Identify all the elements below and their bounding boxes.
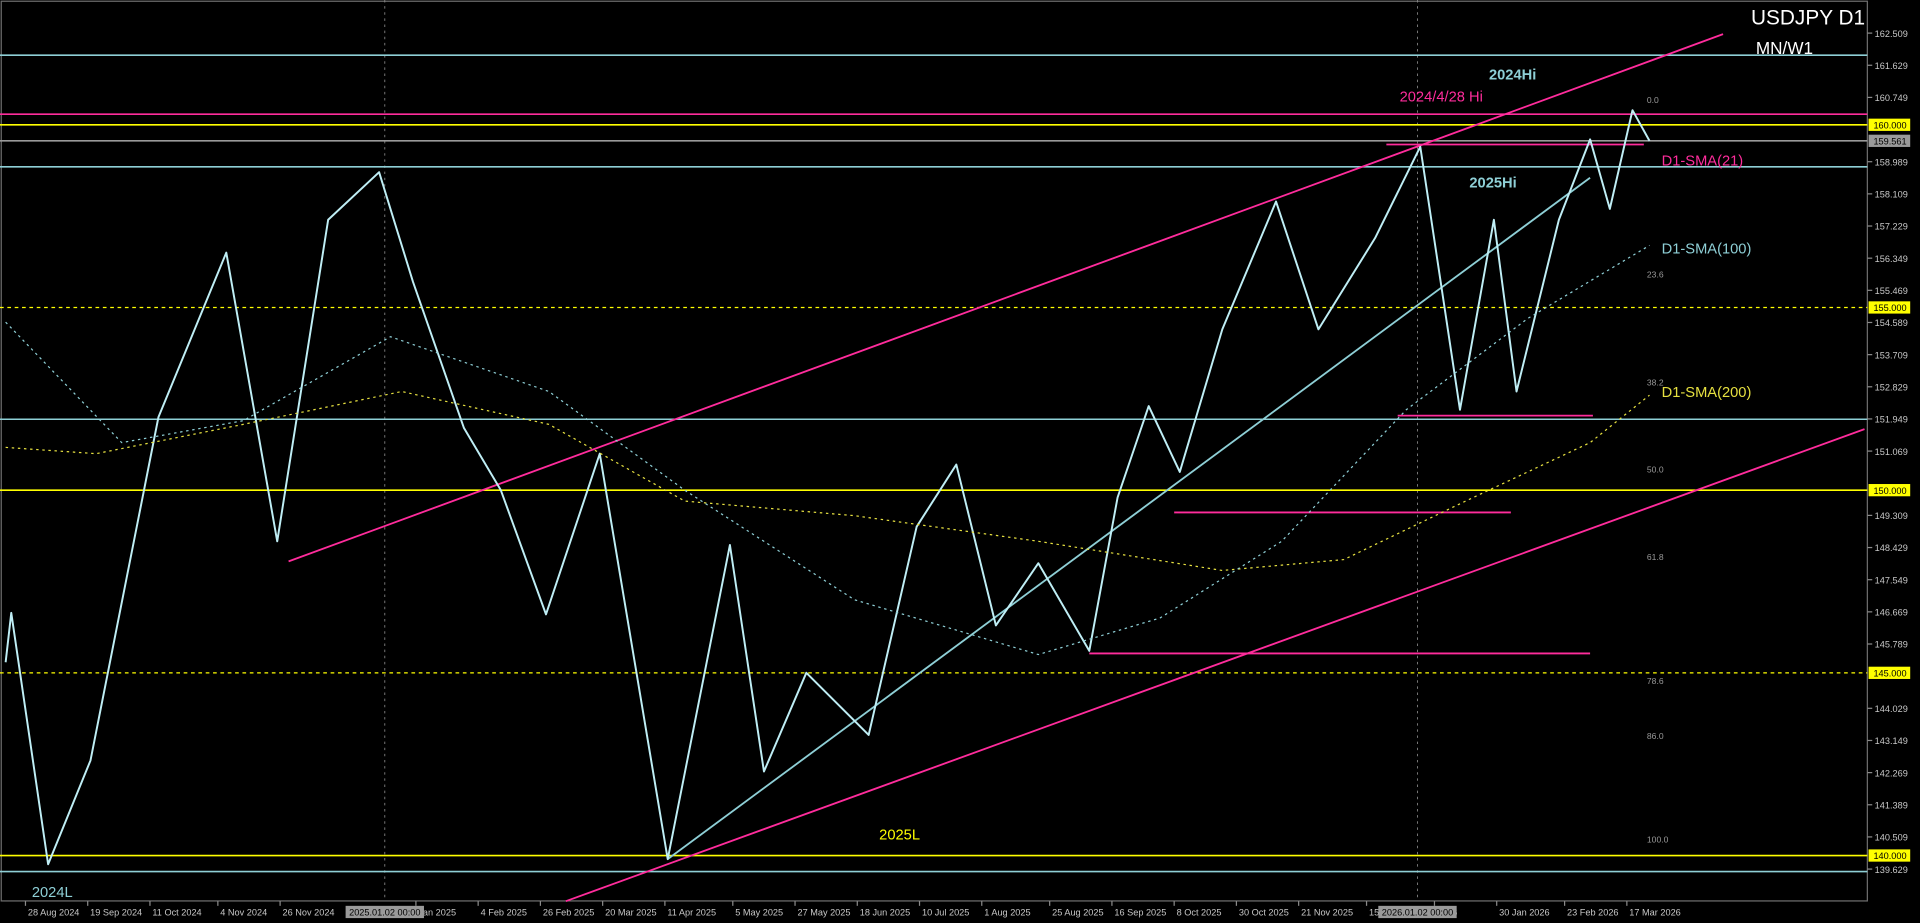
fib-label: 50.0 [1647,465,1664,475]
y-tick-label: 152.829 [1875,382,1908,392]
x-tick-label: 21 Nov 2025 [1301,908,1353,918]
x-tick-label: 4 Nov 2024 [220,908,267,918]
marker-box [345,905,424,919]
y-tick-label: 151.949 [1875,415,1908,425]
annotation: 2025L [879,828,920,844]
y-tick-label: 151.069 [1875,447,1908,457]
fib-label: 86.0 [1647,731,1664,741]
marker-label: 2025.01.02 00:00 [349,908,420,918]
fib-label: 61.8 [1647,552,1664,562]
x-tick-label: 16 Sep 2025 [1114,908,1166,918]
level-label-box [1868,484,1911,497]
annotation: 2024Hi [1489,68,1536,84]
fib-label: 0.0 [1647,95,1659,105]
level-label-box [1868,134,1911,147]
annotation: 2025Hi [1469,176,1516,192]
y-tick-label: 139.629 [1875,865,1908,875]
y-tick-label: 153.709 [1875,350,1908,360]
annotation: 2024/4/28 Hi [1400,90,1483,106]
sma-line [5,390,1650,572]
x-tick-label: 30 Oct 2025 [1239,908,1289,918]
level-label: 150.000 [1873,486,1906,496]
y-tick-label: 158.109 [1875,190,1908,200]
y-tick-label: 160.749 [1875,93,1908,103]
x-tick-label: 5 May 2025 [735,908,783,918]
x-tick-label: Jan 2025 [418,908,456,918]
x-tick-label: 27 May 2025 [797,908,850,918]
sma-line [5,244,1650,656]
x-tick-label: 1 Aug 2025 [984,908,1030,918]
trendline [565,428,1865,903]
y-tick-label: 147.549 [1875,575,1908,585]
y-tick-label: 157.229 [1875,222,1908,232]
y-tick-label: 156.349 [1875,254,1908,264]
x-tick-label: 23 Feb 2026 [1567,908,1618,918]
y-tick-label: 143.149 [1875,736,1908,746]
y-tick-label: 158.989 [1875,157,1908,167]
x-tick-label: 4 Feb 2025 [481,908,527,918]
fib-label: 78.6 [1647,676,1664,686]
level-label: 160.000 [1873,120,1906,130]
fib-label: 38.2 [1647,377,1664,387]
y-tick-label: 162.509 [1875,29,1908,39]
x-tick-label: 28 Aug 2024 [28,908,79,918]
y-tick-label: 148.429 [1875,543,1908,553]
y-tick-label: 142.269 [1875,768,1908,778]
annotation: D1-SMA(200) [1662,385,1752,401]
fib-label: 23.6 [1647,269,1664,279]
x-tick-label: 20 Mar 2025 [605,908,656,918]
x-tick-label: 10 Jul 2025 [922,908,969,918]
level-label-box [1868,666,1911,679]
x-tick-label: 17 Mar 2026 [1629,908,1680,918]
x-tick-label: 8 Oct 2025 [1177,908,1222,918]
level-label: 159.561 [1873,136,1906,146]
y-tick-label: 140.509 [1875,833,1908,843]
price-line [4,109,1651,866]
x-tick-label: 26 Nov 2024 [283,908,335,918]
trendline [667,177,1591,860]
level-label: 145.000 [1873,669,1906,679]
x-tick-label: 11 Oct 2024 [152,908,201,918]
y-tick-label: 161.629 [1875,61,1908,71]
x-tick-label: 18 Jun 2025 [860,908,910,918]
x-tick-label: 19 Sep 2024 [90,908,142,918]
level-label: 140.000 [1873,851,1906,861]
y-tick-label: 144.029 [1875,704,1908,714]
y-tick-label: 146.669 [1875,608,1908,618]
y-tick-label: 141.389 [1875,800,1908,810]
level-label-box [1868,301,1911,314]
marker-label: 2026.01.02 00:00 [1382,908,1453,918]
annotation: 2024L [32,885,73,901]
chart-title: USDJPY D1 [1751,7,1865,30]
level-label: 155.000 [1873,303,1906,313]
fib-label: 100.0 [1647,834,1669,844]
x-tick-label: 11 Apr 2025 [667,908,716,918]
marker-box [1378,905,1457,919]
x-tick-label: 25 Aug 2025 [1052,908,1103,918]
chart-subtitle: MN/W1 [1756,38,1813,58]
x-tick-label: 30 Jan 2026 [1499,908,1549,918]
y-tick-label: 154.589 [1875,318,1908,328]
y-tick-label: 149.309 [1875,511,1908,521]
annotation: D1-SMA(100) [1662,242,1752,258]
trendline [288,33,1724,563]
x-tick-label: 15 [1369,908,1379,918]
y-tick-label: 145.789 [1875,640,1908,650]
level-label-box [1868,849,1911,862]
level-label-box [1868,118,1911,131]
x-tick-label: 26 Feb 2025 [543,908,594,918]
annotation: D1-SMA(21) [1662,153,1744,169]
y-tick-label: 155.469 [1875,286,1908,296]
